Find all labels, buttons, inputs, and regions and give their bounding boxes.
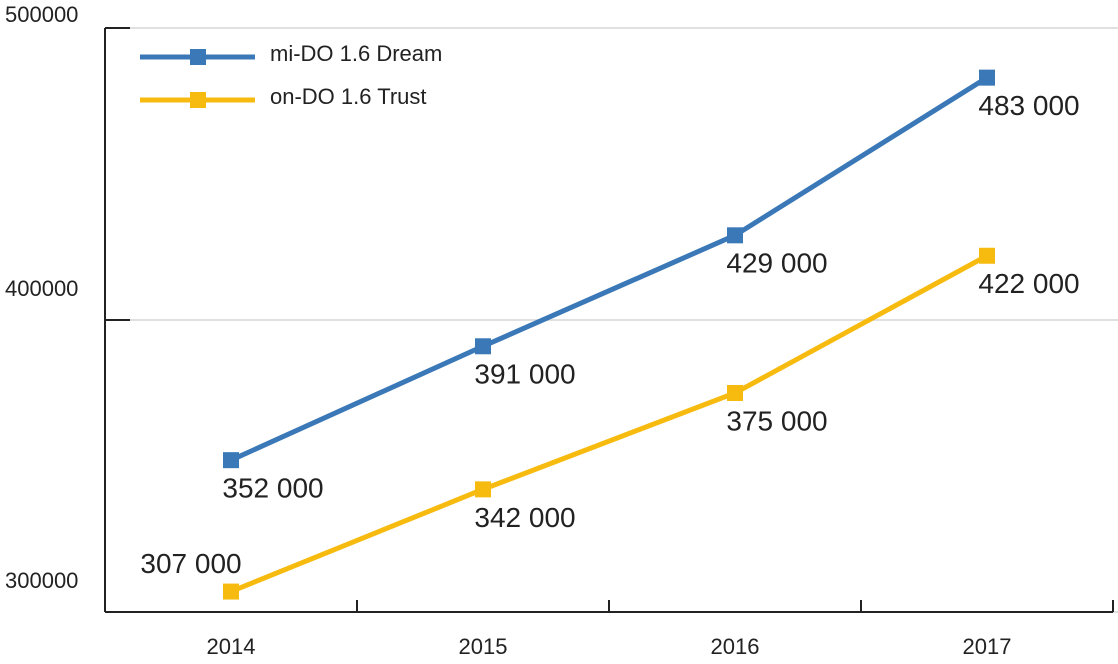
y-tick-label: 500000 xyxy=(5,2,78,27)
legend-marker xyxy=(190,92,206,108)
value-label: 429 000 xyxy=(726,248,827,279)
series-line xyxy=(230,253,989,594)
y-tick-label: 400000 xyxy=(5,276,78,301)
value-label: 422 000 xyxy=(978,268,1079,299)
legend-label: on-DO 1.6 Trust xyxy=(270,84,427,109)
point-marker xyxy=(979,247,995,264)
x-tick-label: 2014 xyxy=(207,634,256,659)
x-tick-label: 2016 xyxy=(711,634,760,659)
legend-label: mi-DO 1.6 Dream xyxy=(270,41,442,66)
value-label: 342 000 xyxy=(474,502,575,533)
value-label: 307 000 xyxy=(140,548,241,579)
point-marker xyxy=(475,481,491,498)
y-tick-label: 300000 xyxy=(5,568,78,593)
value-label: 375 000 xyxy=(726,405,827,436)
point-marker xyxy=(727,227,743,244)
value-label: 352 000 xyxy=(222,473,323,504)
point-marker xyxy=(979,69,995,86)
legend-marker xyxy=(190,49,206,65)
point-marker xyxy=(727,385,743,401)
point-marker xyxy=(475,338,491,355)
value-label: 483 000 xyxy=(978,90,1079,121)
series-line xyxy=(229,75,989,463)
x-tick-label: 2017 xyxy=(963,634,1012,659)
value-label: 391 000 xyxy=(474,359,575,390)
point-marker xyxy=(223,583,239,600)
point-marker xyxy=(223,452,239,469)
x-tick-label: 2015 xyxy=(459,634,508,659)
